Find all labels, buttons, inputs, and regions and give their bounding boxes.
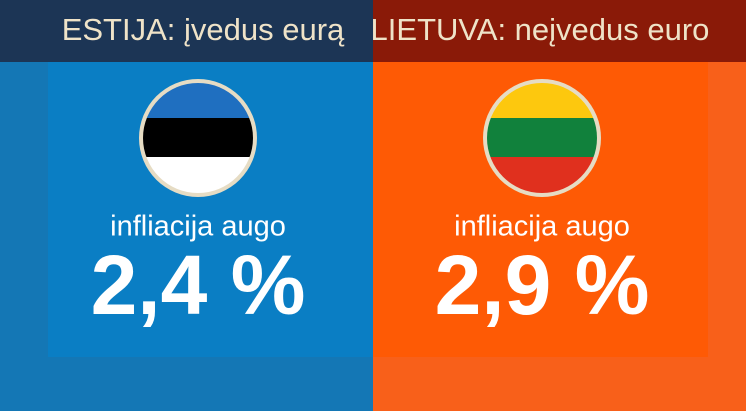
value: 2,9 % <box>435 238 650 332</box>
caption: infliacija augo <box>110 211 286 243</box>
value: 2,4 % <box>91 238 306 332</box>
header: LIETUVA: neįvedus euro <box>371 12 710 47</box>
caption: infliacija augo <box>454 211 630 243</box>
right-header-bar <box>373 0 746 62</box>
header: ESTIJA: įvedus eurą <box>62 12 345 47</box>
left-header-bar <box>0 0 373 62</box>
